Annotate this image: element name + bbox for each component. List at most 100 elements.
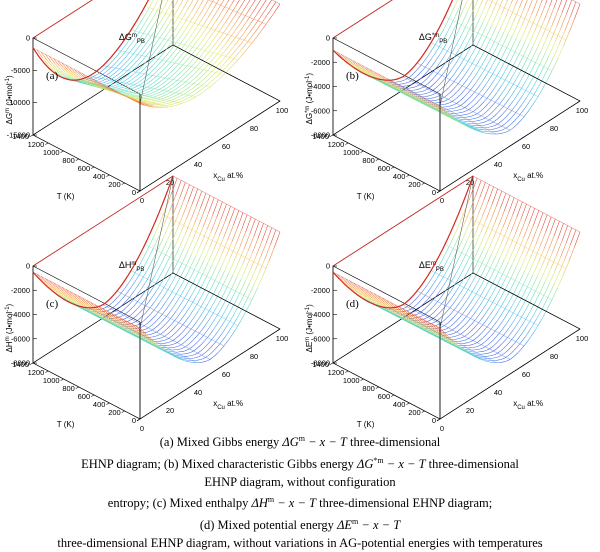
mesh-line [451,321,457,326]
mesh-line [201,276,207,287]
mesh-line [261,8,267,16]
mesh-line [153,9,161,12]
mesh-line [192,342,198,347]
mesh-line [211,217,217,231]
mesh-line [500,245,506,258]
mesh-line [191,206,197,220]
mesh-line [481,98,487,104]
mesh-line [138,82,144,85]
mesh-line [200,37,206,45]
mesh-line [185,22,191,31]
mesh-line [233,306,239,316]
mesh-line [257,6,263,15]
mesh-line [139,314,145,319]
mesh-line [443,286,449,295]
mesh-line [220,300,226,310]
mesh-line [162,307,168,315]
mesh-line [514,283,520,294]
mesh-line [218,33,224,41]
mesh-line [155,323,161,328]
mesh-line [167,88,173,92]
mesh-line [496,191,502,206]
mesh-line [516,298,522,308]
mesh-line [450,72,456,79]
mesh-line [244,283,250,295]
mesh-line [436,304,442,310]
mesh-line [219,200,227,204]
mesh-line [151,321,157,326]
mesh-line [488,340,494,345]
mesh-line [548,236,554,250]
mesh-line [41,52,47,60]
mesh-line [493,311,499,319]
mesh-line [422,78,428,83]
mesh-line [201,346,207,351]
x-tick-mark [277,101,280,103]
mesh-line [492,113,498,118]
mesh-line [511,217,517,231]
mesh-line [230,291,236,302]
surface-mesh [33,0,280,108]
mesh-line [156,94,162,96]
mesh-line [446,262,452,272]
mesh-line [162,2,168,12]
mesh-line [526,328,532,336]
mesh-line [481,180,489,184]
mesh-line [164,296,170,304]
mesh-line [510,342,516,348]
t-tick-label: 400 [93,172,106,181]
mesh-line [177,98,183,101]
mesh-line [164,96,170,98]
mesh-line [177,65,183,71]
mesh-line [492,241,498,254]
mesh-line [194,333,200,339]
mesh-line [217,324,223,332]
mesh-line [175,232,181,245]
mesh-line [481,266,487,277]
mesh-line [148,92,154,94]
t-tick-label: 1200 [28,140,45,149]
mesh-line [461,316,467,322]
mesh-line [416,293,422,299]
mesh-line [526,60,532,71]
mesh-line [536,51,542,63]
mesh-line [439,56,445,64]
mesh-line [178,64,186,66]
mesh-line [481,131,487,132]
mesh-line [509,280,515,291]
mesh-line [420,295,426,301]
mesh-line [229,304,235,314]
mesh-line [431,51,437,59]
mesh-line [189,270,195,281]
t-tick-label: 0 [432,416,436,425]
mesh-line [150,21,156,30]
mesh-line [449,100,457,104]
mesh-line [379,74,387,78]
mesh-line [222,35,228,43]
mesh-line [455,0,461,6]
mesh-line [270,230,276,245]
mesh-line [499,326,505,333]
mesh-line [467,0,473,13]
mesh-line [176,333,182,338]
t-tick-mark [122,411,125,413]
mesh-line [181,20,187,29]
surface-mesh [333,0,580,134]
t-tick-label: 600 [78,164,91,173]
mesh-line [104,80,110,83]
mesh-line [150,301,156,308]
mesh-line [448,78,456,82]
mesh-line [530,322,538,326]
mesh-line [179,344,187,348]
mesh-line [468,125,474,126]
mesh-line [536,230,542,244]
mesh-line [536,2,542,16]
mesh-line [182,10,188,19]
mesh-line [536,279,542,291]
mesh-line [508,294,514,304]
frame-edge [440,101,580,191]
mesh-line [172,48,178,55]
mesh-line [231,277,237,289]
mesh-line [249,25,255,33]
mesh-line [574,4,580,19]
